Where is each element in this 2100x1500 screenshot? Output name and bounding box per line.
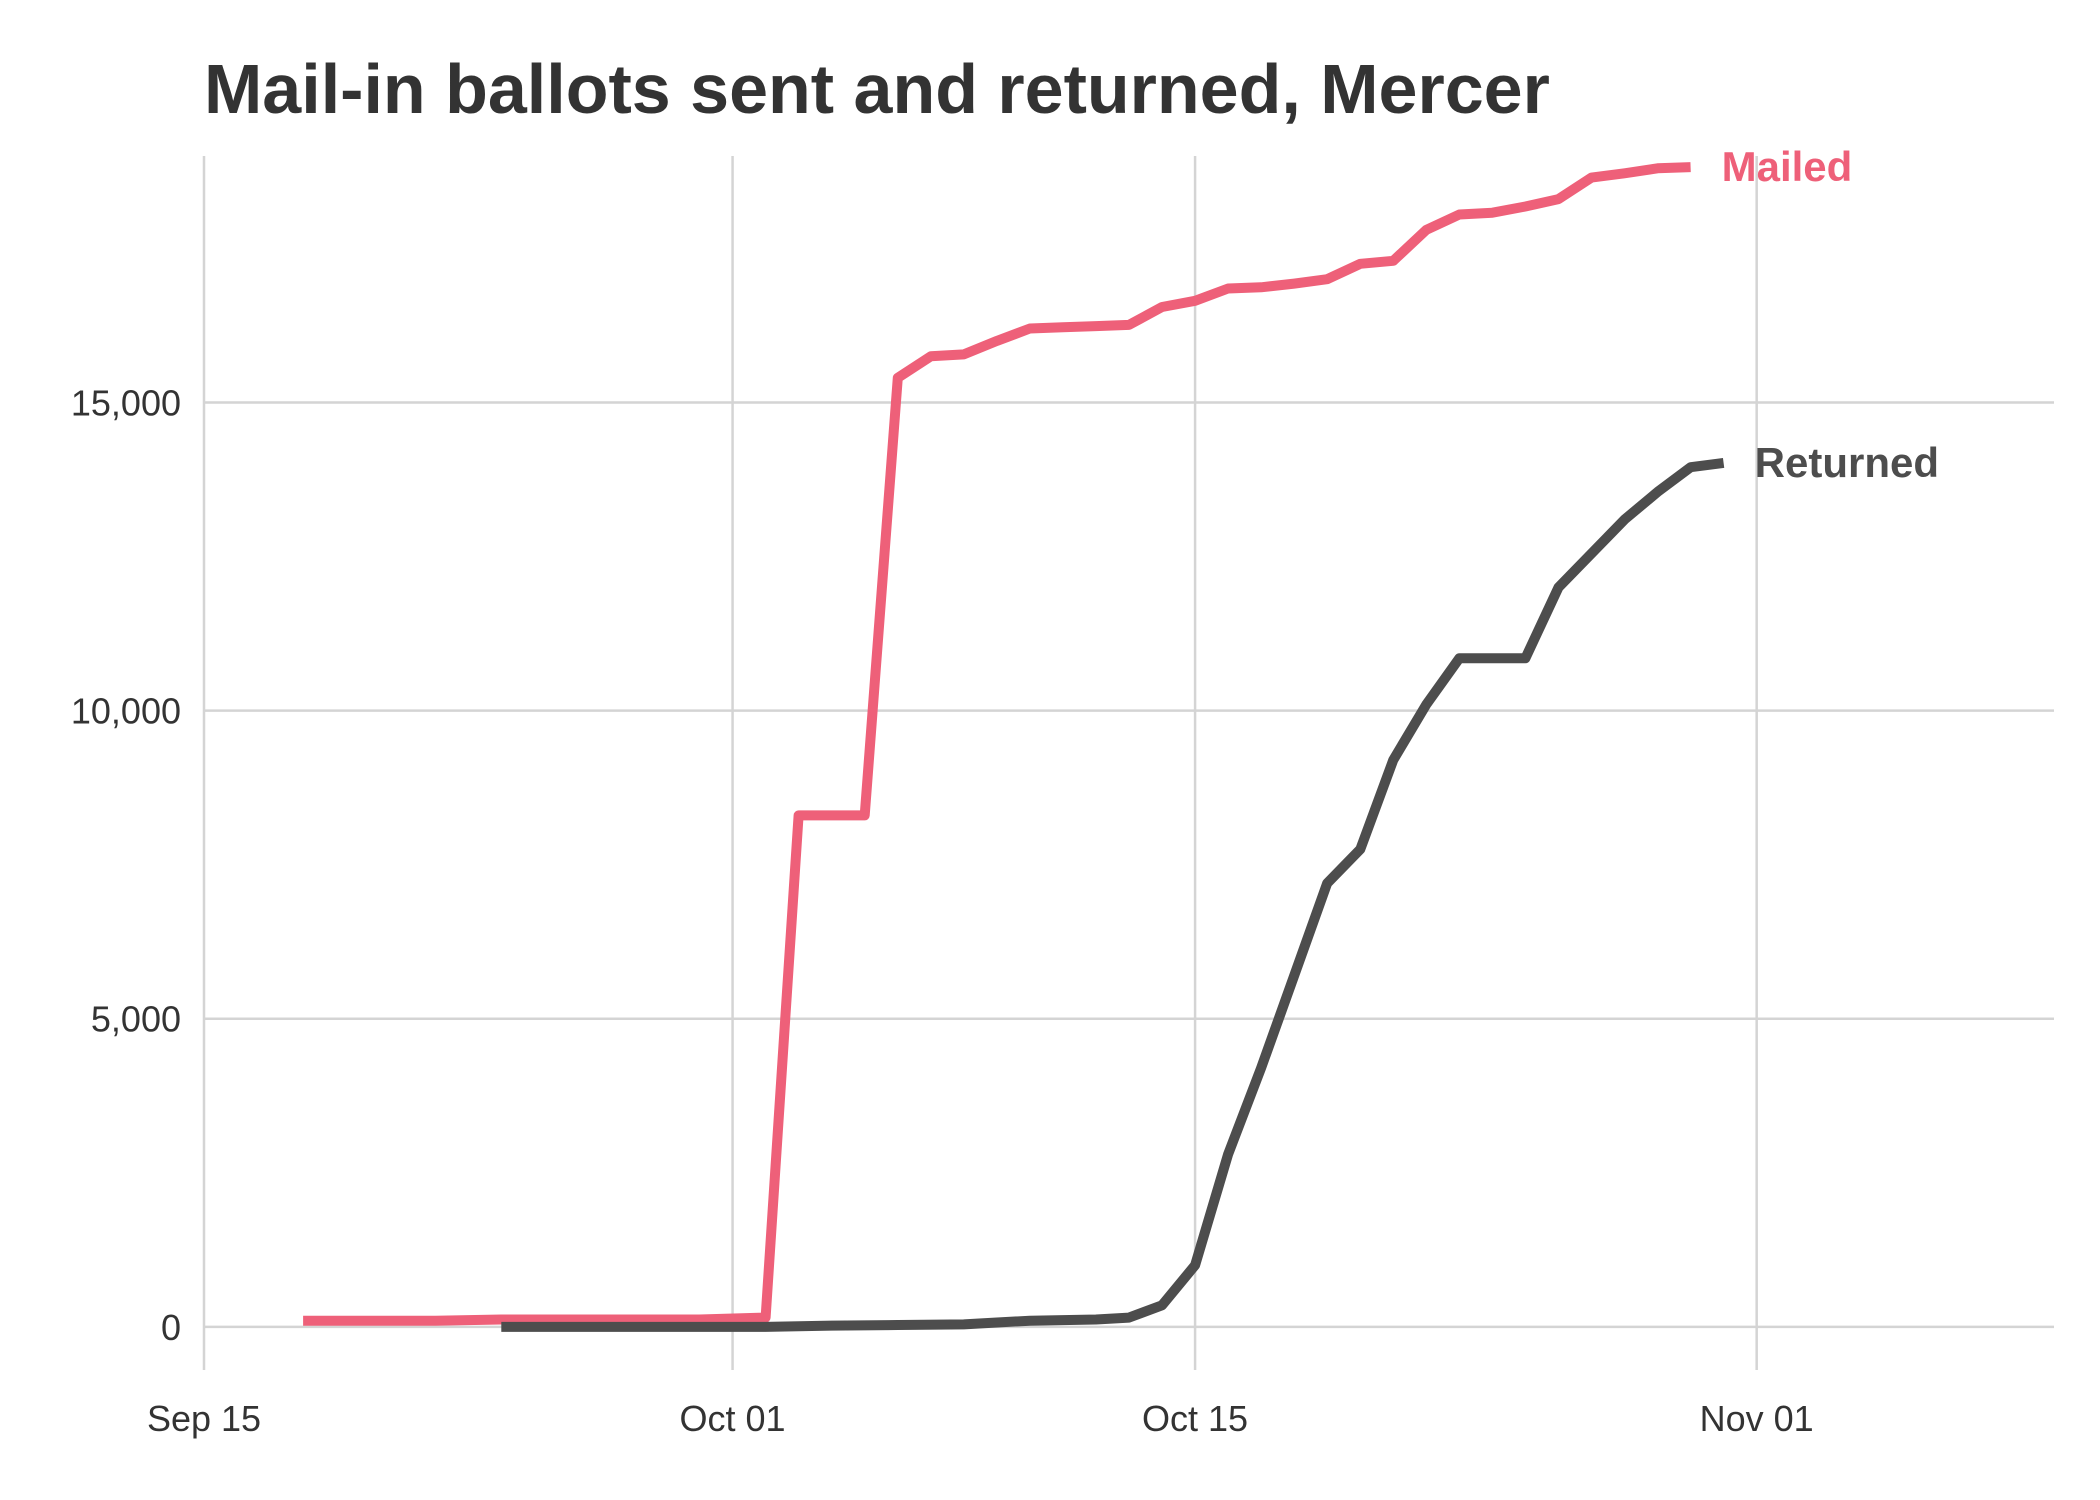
series-label-mailed: Mailed — [1722, 143, 1853, 190]
series-label-returned: Returned — [1755, 439, 1939, 486]
chart-title: Mail-in ballots sent and returned, Merce… — [204, 50, 1550, 128]
series-line-returned — [501, 457, 1725, 1332]
x-tick-label-nov-01: Nov 01 — [1700, 1398, 1814, 1439]
series-lines — [303, 162, 1725, 1332]
y-tick-label-0: 0 — [161, 1307, 181, 1348]
x-tick-label-oct-15: Oct 15 — [1142, 1398, 1248, 1439]
y-tick-label-10-000: 10,000 — [71, 691, 181, 732]
y-tick-label-15-000: 15,000 — [71, 382, 181, 423]
y-axis-tick-labels: 0 5,000 10,000 15,000 — [71, 382, 181, 1347]
y-tick-label-5-000: 5,000 — [91, 999, 181, 1040]
series-labels: Mailed Returned — [1722, 143, 1939, 486]
x-tick-label-oct-01: Oct 01 — [680, 1398, 786, 1439]
series-line-mailed — [303, 162, 1691, 1326]
x-gridlines — [202, 156, 1758, 1370]
x-axis-tick-labels: Sep 15 Oct 01 Oct 15 Nov 01 — [147, 1398, 1814, 1439]
x-tick-label-sep-15: Sep 15 — [147, 1398, 261, 1439]
y-gridlines — [204, 401, 2054, 1329]
